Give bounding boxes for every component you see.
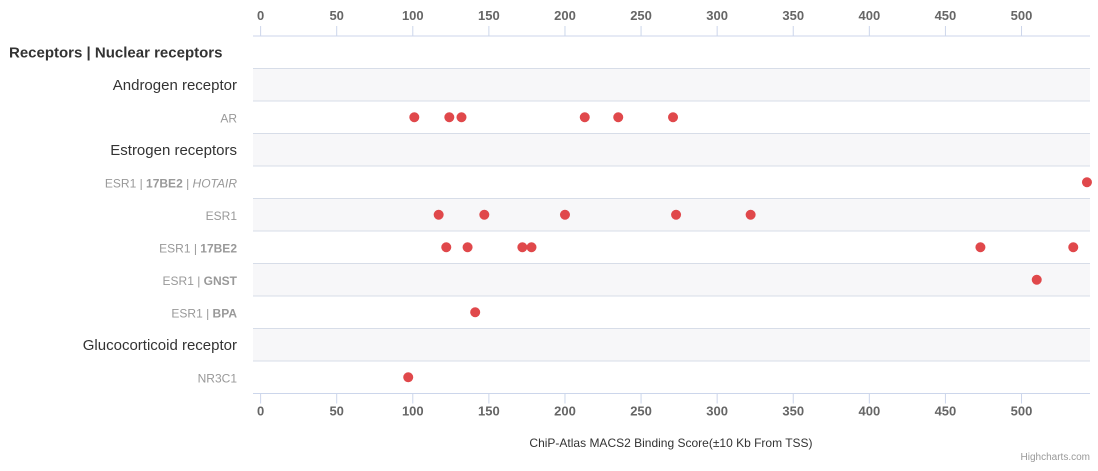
x-tick-label: 50 bbox=[329, 8, 343, 23]
row-label-part: AR bbox=[220, 111, 237, 125]
x-tick-label: 300 bbox=[706, 8, 728, 23]
data-point[interactable] bbox=[403, 372, 414, 383]
data-point[interactable] bbox=[479, 209, 490, 220]
row-bands bbox=[253, 68, 1090, 361]
row-labels: Receptors | Nuclear receptors Androgen re… bbox=[9, 44, 238, 385]
row-label: Androgen receptor bbox=[113, 77, 237, 94]
data-point[interactable] bbox=[456, 112, 467, 123]
x-tick-label: 250 bbox=[630, 8, 652, 23]
x-tick-label: 500 bbox=[1011, 404, 1033, 419]
row-label-part: 17BE2 bbox=[146, 176, 183, 190]
x-tick-label: 350 bbox=[782, 8, 804, 23]
row-label-part: Estrogen receptors bbox=[110, 142, 237, 159]
row-label: ESR1 bbox=[206, 209, 238, 223]
x-tick-label: 0 bbox=[257, 404, 264, 419]
x-tick-label: 150 bbox=[478, 404, 500, 419]
data-point[interactable] bbox=[441, 242, 452, 253]
row-label-part: ESR1 | bbox=[159, 241, 200, 255]
data-point[interactable] bbox=[1031, 274, 1042, 285]
x-tick-label: 0 bbox=[257, 8, 264, 23]
x-tick-label: 250 bbox=[630, 404, 652, 419]
x-tick-label: 400 bbox=[858, 404, 880, 419]
x-axis-title: ChiP-Atlas MACS2 Binding Score(±10 Kb Fr… bbox=[529, 436, 812, 450]
row-band bbox=[253, 328, 1090, 361]
data-point[interactable] bbox=[517, 242, 528, 253]
row-label-part: BPA bbox=[213, 306, 238, 320]
x-tick-label: 200 bbox=[554, 404, 576, 419]
row-band bbox=[253, 133, 1090, 166]
row-gridlines bbox=[253, 68, 1090, 394]
data-point[interactable] bbox=[559, 209, 570, 220]
row-label-part: 17BE2 bbox=[200, 241, 237, 255]
row-label-part: GNST bbox=[204, 274, 238, 288]
data-point[interactable] bbox=[1068, 242, 1079, 253]
data-point[interactable] bbox=[671, 209, 682, 220]
x-tick-label: 300 bbox=[706, 404, 728, 419]
data-point[interactable] bbox=[433, 209, 444, 220]
data-point[interactable] bbox=[444, 112, 455, 123]
row-label: ESR1 | GNST bbox=[163, 274, 238, 288]
row-label: ESR1 | 17BE2 bbox=[159, 241, 237, 255]
data-point[interactable] bbox=[579, 112, 590, 123]
x-tick-label: 500 bbox=[1011, 8, 1033, 23]
row-label-part: ESR1 | bbox=[163, 274, 204, 288]
row-label-part: ESR1 | bbox=[105, 176, 146, 190]
data-points bbox=[403, 112, 1092, 383]
row-label-part: HOTAIR bbox=[193, 176, 238, 190]
x-tick-label: 100 bbox=[402, 404, 424, 419]
row-label: ESR1 | BPA bbox=[171, 306, 237, 320]
row-label: Glucocorticoid receptor bbox=[83, 337, 237, 354]
row-label-part: ESR1 bbox=[206, 209, 238, 223]
data-point[interactable] bbox=[526, 242, 537, 253]
row-label: AR bbox=[220, 111, 237, 125]
data-point[interactable] bbox=[1081, 177, 1092, 188]
x-tick-label: 100 bbox=[402, 8, 424, 23]
data-point[interactable] bbox=[409, 112, 420, 123]
credits-link[interactable]: Highcharts.com bbox=[1021, 452, 1090, 463]
row-label-part: Glucocorticoid receptor bbox=[83, 337, 237, 354]
data-point[interactable] bbox=[462, 242, 473, 253]
row-label-part: Receptors | Nuclear receptors bbox=[9, 44, 222, 61]
x-tick-label: 400 bbox=[858, 8, 880, 23]
data-point[interactable] bbox=[975, 242, 986, 253]
row-label-part: ESR1 | bbox=[171, 306, 212, 320]
x-axis-bottom: 0 50 100 150 200 250 300 350 400 450 500 bbox=[253, 393, 1090, 419]
x-tick-label: 50 bbox=[329, 404, 343, 419]
row-band bbox=[253, 68, 1090, 101]
row-label: NR3C1 bbox=[198, 371, 238, 385]
row-label-part: NR3C1 bbox=[198, 371, 238, 385]
row-label-part: | bbox=[183, 176, 193, 190]
row-band bbox=[253, 263, 1090, 296]
x-tick-label: 200 bbox=[554, 8, 576, 23]
row-label-part: Androgen receptor bbox=[113, 77, 237, 94]
x-tick-label: 450 bbox=[935, 404, 957, 419]
x-tick-label: 450 bbox=[935, 8, 957, 23]
data-point[interactable] bbox=[668, 112, 679, 123]
x-axis-top: 0 50 100 150 200 250 300 350 400 450 500 bbox=[253, 8, 1090, 37]
row-label: Estrogen receptors bbox=[110, 142, 237, 159]
data-point[interactable] bbox=[745, 209, 756, 220]
row-label: Receptors | Nuclear receptors bbox=[9, 44, 222, 61]
data-point[interactable] bbox=[613, 112, 624, 123]
data-point[interactable] bbox=[470, 307, 481, 318]
row-label: ESR1 | 17BE2 | HOTAIR bbox=[105, 176, 237, 190]
x-tick-label: 150 bbox=[478, 8, 500, 23]
x-tick-label: 350 bbox=[782, 404, 804, 419]
